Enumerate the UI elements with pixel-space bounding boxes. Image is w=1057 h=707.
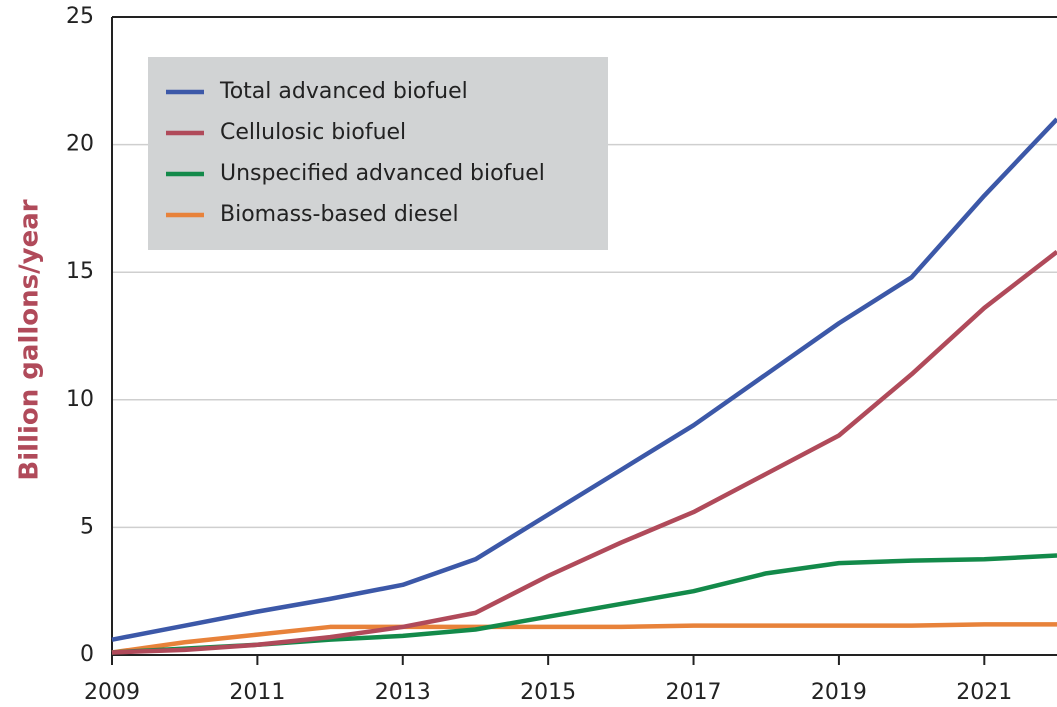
legend-label: Unspecified advanced biofuel — [220, 161, 545, 186]
line-series — [111, 622, 1057, 655]
legend-label: Biomass-based diesel — [220, 202, 459, 227]
x-tick-label: 2015 — [520, 680, 576, 705]
x-tick-label: 2019 — [811, 680, 867, 705]
legend-box — [148, 57, 608, 250]
y-tick-label: 15 — [66, 259, 94, 284]
x-tick-label: 2017 — [666, 680, 722, 705]
x-tick-label: 2011 — [229, 680, 285, 705]
y-tick-label: 0 — [80, 642, 94, 667]
legend-label: Total advanced biofuel — [219, 79, 468, 104]
y-tick-label: 20 — [66, 132, 94, 157]
x-tick-label: 2021 — [956, 680, 1012, 705]
y-tick-label: 10 — [66, 387, 94, 412]
y-axis-label: Billion gallons/year — [15, 199, 45, 480]
line-series — [111, 250, 1057, 655]
y-tick-label: 25 — [66, 4, 94, 29]
line-series — [111, 553, 1057, 655]
y-tick-label: 5 — [80, 514, 94, 539]
x-tick-label: 2009 — [84, 680, 140, 705]
legend-label: Cellulosic biofuel — [220, 120, 406, 145]
x-tick-label: 2013 — [375, 680, 431, 705]
line-series — [111, 117, 1057, 642]
